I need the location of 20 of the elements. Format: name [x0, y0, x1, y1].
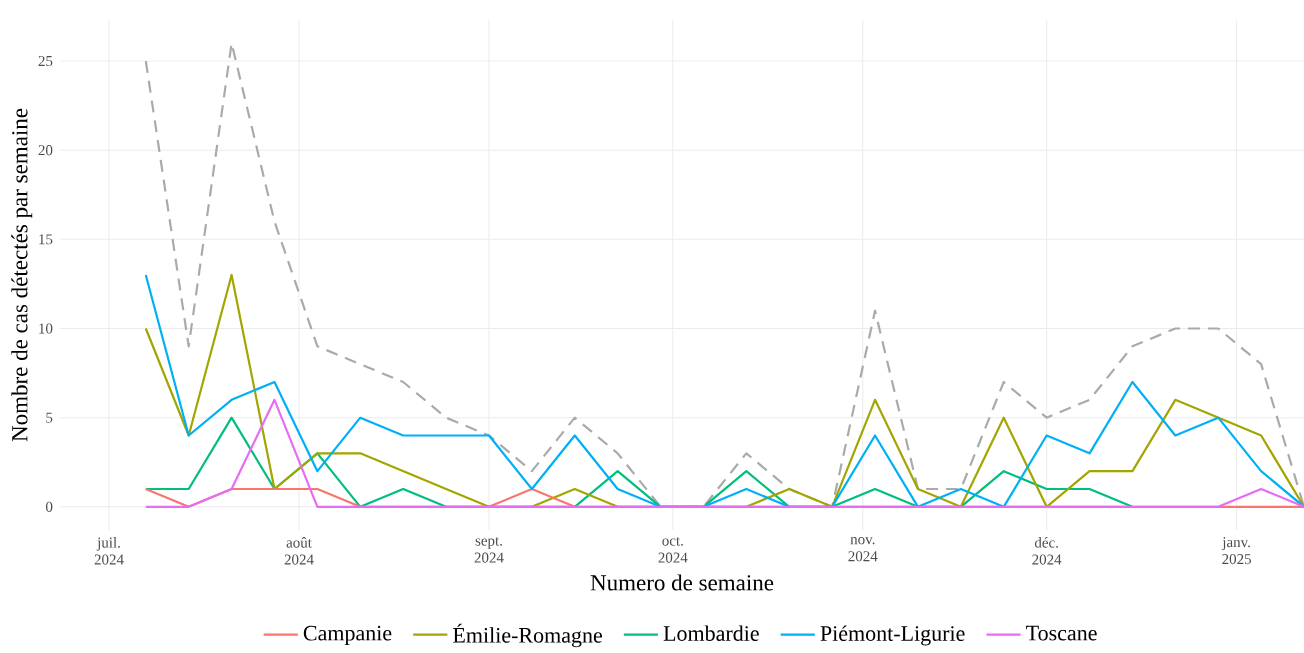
x-tick-label: janv. 2025: [1221, 537, 1252, 565]
x-tick-label: nov. 2024: [848, 537, 878, 562]
y-tick-label: 20: [38, 145, 53, 156]
x-tick-label: oct. 2024: [658, 537, 688, 563]
y-tick-label: 5: [46, 412, 53, 423]
x-tick-label: déc. 2024: [1032, 537, 1062, 565]
legend-label: Piémont-Ligurie: [820, 625, 965, 646]
legend-label: Lombardie: [663, 625, 759, 641]
x-axis-title: Numero de semaine: [590, 574, 774, 591]
x-tick-label: juil. 2024: [94, 537, 124, 565]
y-tick-label: 15: [39, 234, 53, 245]
x-tick-label: sept. 2024: [474, 537, 504, 563]
y-tick-label: 10: [39, 323, 53, 334]
x-tick-label: août 2024: [284, 537, 314, 565]
y-tick-label: 0: [46, 501, 53, 512]
y-axis-title: Nombre de cas détectés par semaine: [11, 108, 33, 442]
legend-label: Toscane: [1026, 625, 1097, 641]
y-tick-label: 25: [38, 55, 53, 67]
legend-label: Émilie-Romagne: [453, 623, 602, 648]
legend-label: Campanie: [303, 625, 392, 646]
